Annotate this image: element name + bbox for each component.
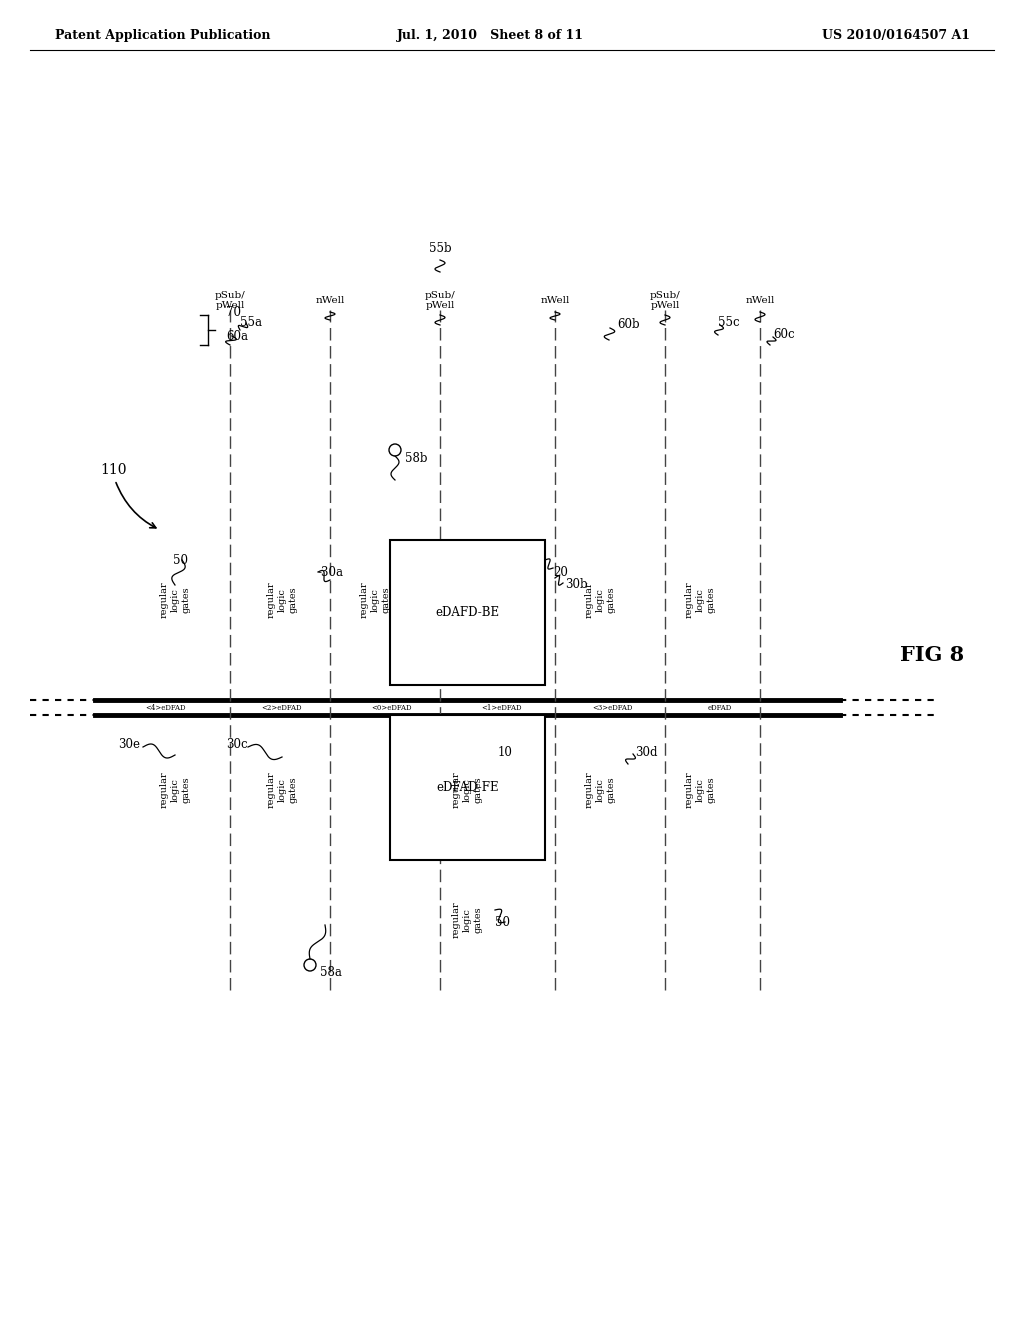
Text: 60b: 60b — [617, 318, 640, 331]
Text: 10: 10 — [498, 746, 513, 759]
Text: 58a: 58a — [319, 966, 342, 979]
Text: regular
logic
gates: regular logic gates — [585, 582, 615, 618]
Text: 60c: 60c — [773, 329, 795, 342]
Text: <0>eDFAD: <0>eDFAD — [372, 704, 413, 711]
Text: pSub/: pSub/ — [215, 290, 246, 300]
Text: 30c: 30c — [226, 738, 248, 751]
Text: regular
logic
gates: regular logic gates — [160, 582, 190, 618]
Text: pSub/: pSub/ — [425, 290, 456, 300]
Text: nWell: nWell — [745, 296, 775, 305]
Bar — [390, 715, 545, 861]
Text: nWell: nWell — [541, 296, 569, 305]
Text: 70: 70 — [226, 305, 241, 318]
Text: <3>eDFAD: <3>eDFAD — [592, 704, 632, 711]
Text: regular
logic
gates: regular logic gates — [452, 772, 482, 808]
Text: <2>eDFAD: <2>eDFAD — [262, 704, 302, 711]
Text: pSub/: pSub/ — [649, 290, 680, 300]
Text: pWell: pWell — [650, 301, 680, 310]
Text: eDAFD-BE: eDAFD-BE — [435, 606, 500, 619]
Text: 55a: 55a — [240, 317, 262, 330]
Text: regular
logic
gates: regular logic gates — [684, 582, 716, 618]
Text: eDFAD-FE: eDFAD-FE — [436, 781, 499, 795]
Text: 60a: 60a — [226, 330, 248, 342]
Text: nWell: nWell — [315, 296, 345, 305]
Text: regular
logic
gates: regular logic gates — [266, 772, 298, 808]
Text: 30e: 30e — [118, 738, 140, 751]
Text: regular
logic
gates: regular logic gates — [359, 582, 390, 618]
Text: pWell: pWell — [215, 301, 245, 310]
Text: regular
logic
gates: regular logic gates — [585, 772, 615, 808]
Text: <1>eDFAD: <1>eDFAD — [481, 704, 522, 711]
Text: -30a: -30a — [318, 565, 344, 578]
Text: Jul. 1, 2010   Sheet 8 of 11: Jul. 1, 2010 Sheet 8 of 11 — [396, 29, 584, 41]
Text: regular
logic
gates: regular logic gates — [160, 772, 190, 808]
Text: 110: 110 — [100, 463, 127, 477]
Text: regular
logic
gates: regular logic gates — [266, 582, 298, 618]
Text: 55c: 55c — [718, 317, 739, 330]
Bar — [390, 540, 545, 685]
Text: Patent Application Publication: Patent Application Publication — [55, 29, 270, 41]
Text: FIG 8: FIG 8 — [900, 645, 965, 665]
Text: 55b: 55b — [429, 242, 452, 255]
Text: pWell: pWell — [425, 301, 455, 310]
Text: <4>eDFAD: <4>eDFAD — [144, 704, 185, 711]
Text: regular
logic
gates: regular logic gates — [684, 772, 716, 808]
Text: eDFAD: eDFAD — [708, 704, 732, 711]
Text: 50: 50 — [173, 553, 188, 566]
Text: 50: 50 — [495, 916, 510, 928]
Text: 20: 20 — [553, 565, 568, 578]
Text: 30d: 30d — [635, 746, 657, 759]
Text: US 2010/0164507 A1: US 2010/0164507 A1 — [822, 29, 970, 41]
Text: regular
logic
gates: regular logic gates — [452, 902, 482, 939]
Text: 30b: 30b — [565, 578, 588, 591]
Text: 58b: 58b — [406, 451, 427, 465]
